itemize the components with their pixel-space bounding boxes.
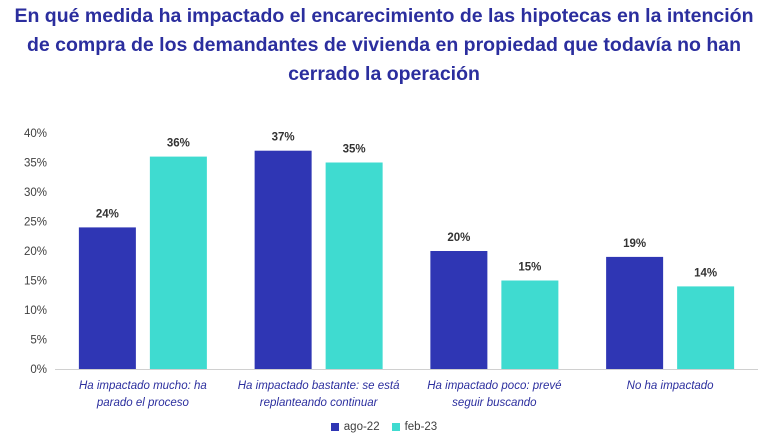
data-label: 35% [343,144,366,156]
bar-ago-22-3 [606,256,664,369]
y-tick-label: 30% [24,187,47,199]
category-label: replanteando continuar [260,397,379,409]
category-label: Ha impactado bastante: se está [238,380,400,392]
bar-feb-23-1 [325,162,383,369]
legend-swatch-ago-22 [330,423,339,431]
data-label: 20% [447,232,470,244]
bar-feb-23-0 [149,156,207,369]
y-tick-label: 15% [24,276,47,288]
data-label: 19% [623,238,646,250]
y-tick-label: 40% [24,128,47,140]
legend-item-ago-22: ago-22 [330,421,380,433]
category-label: seguir buscando [452,397,537,409]
bar-ago-22-0 [78,227,136,369]
category-label: parado el proceso [96,397,190,409]
category-label: No ha impactado [627,380,715,392]
bar-ago-22-1 [254,150,312,369]
bar-feb-23-3 [677,286,735,369]
data-label: 36% [167,138,190,150]
y-tick-label: 35% [24,158,47,170]
bar-ago-22-2 [430,251,488,369]
chart-title-line-1: En qué medida ha impactado el encarecimi… [14,5,754,27]
category-label: Ha impactado mucho: ha [79,380,207,392]
y-tick-label: 5% [30,335,47,347]
bar-feb-23-2 [501,280,559,369]
legend: ago-22 feb-23 [0,421,768,433]
data-label: 24% [96,208,119,220]
legend-item-feb-23: feb-23 [391,421,438,433]
chart-title: En qué medida ha impactado el encarecimi… [0,2,768,89]
y-tick-label: 20% [24,246,47,258]
data-label: 15% [518,262,541,274]
y-tick-label: 10% [24,305,47,317]
category-label: Ha impactado poco: prevé [427,380,561,392]
y-tick-label: 0% [30,364,47,376]
legend-label-ago-22: ago-22 [343,421,380,433]
legend-label-feb-23: feb-23 [404,421,438,433]
y-tick-label: 25% [24,217,47,229]
chart-title-line-2: de compra de los demandantes de vivienda… [26,34,742,56]
data-label: 37% [272,132,295,144]
chart-title-line-3: cerrado la operación [288,63,480,85]
legend-swatch-feb-23 [391,423,400,431]
data-label: 14% [694,267,717,279]
